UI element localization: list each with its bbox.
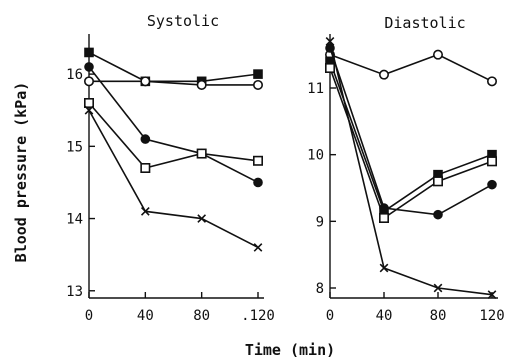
data-point (432, 176, 443, 187)
y-tick-label: 14 (66, 212, 83, 228)
data-point (84, 47, 94, 58)
series-open-circle (84, 76, 264, 90)
series-open-square (324, 62, 497, 224)
data-point (253, 69, 263, 79)
panel-title: Systolic (147, 12, 219, 30)
x-tick-label: 80 (193, 308, 210, 324)
data-point (324, 62, 335, 73)
y-axis-title: Blood pressure (kPa) (12, 82, 30, 263)
panel-title: Diastolic (384, 14, 465, 32)
series-line (88, 51, 259, 83)
x-tick-label: 0 (326, 308, 334, 324)
series-line (329, 53, 493, 83)
data-point (197, 214, 207, 223)
data-point (253, 243, 263, 252)
data-point (378, 69, 389, 80)
data-point (433, 283, 443, 293)
series-line (89, 80, 258, 86)
axes (329, 34, 498, 299)
data-point (253, 155, 264, 166)
data-point (432, 49, 443, 60)
series-filled-square (325, 56, 497, 217)
data-point (433, 209, 443, 220)
series-cross (84, 105, 263, 252)
x-axis-title: Time (min) (245, 341, 335, 359)
data-point (196, 148, 207, 159)
data-point (253, 177, 263, 188)
series-line (329, 47, 493, 216)
y-tick-label: 13 (66, 284, 83, 300)
y-tick-label: 9 (316, 214, 324, 230)
data-point (486, 76, 497, 87)
data-point (140, 206, 150, 216)
y-tick-label: 16 (66, 67, 83, 83)
data-point (487, 290, 497, 300)
data-point (84, 76, 95, 87)
series-cross (325, 36, 497, 300)
series-line (329, 61, 493, 213)
data-point (196, 79, 207, 90)
axes (88, 34, 264, 299)
x-tick-label: 80 (430, 308, 447, 324)
data-point (325, 36, 335, 46)
x-tick-label: 40 (137, 308, 154, 324)
series-line (88, 66, 259, 184)
series-line (329, 67, 493, 220)
series-filled-square (84, 47, 263, 87)
data-point (140, 163, 151, 174)
data-point (253, 79, 264, 90)
x-tick-label: 120 (479, 308, 504, 324)
y-tick-label: 8 (316, 281, 324, 297)
data-point (140, 134, 151, 144)
series-open-square (84, 98, 264, 174)
data-point (379, 263, 389, 273)
data-point (486, 156, 497, 167)
series-line (88, 102, 259, 169)
data-point (84, 98, 95, 109)
data-point (140, 76, 151, 87)
data-point (84, 105, 94, 115)
data-point (84, 62, 94, 72)
diastolic-panel: Diastolic 8 9 10 11 0 40 80 120 (307, 14, 505, 324)
series-open-circle (324, 49, 497, 87)
x-tick-label: 0 (85, 308, 93, 324)
systolic-panel: Systolic 13 14 15 16 0 40 80 .120 (66, 12, 275, 324)
x-tick-label: .120 (241, 308, 275, 324)
series-line (329, 41, 493, 296)
x-tick-label: 40 (376, 308, 393, 324)
data-point (487, 179, 497, 190)
y-tick-label: 10 (307, 148, 324, 164)
series-line (88, 109, 259, 249)
data-point (378, 213, 389, 224)
y-tick-label: 11 (307, 81, 324, 97)
y-tick-label: 15 (66, 139, 83, 155)
